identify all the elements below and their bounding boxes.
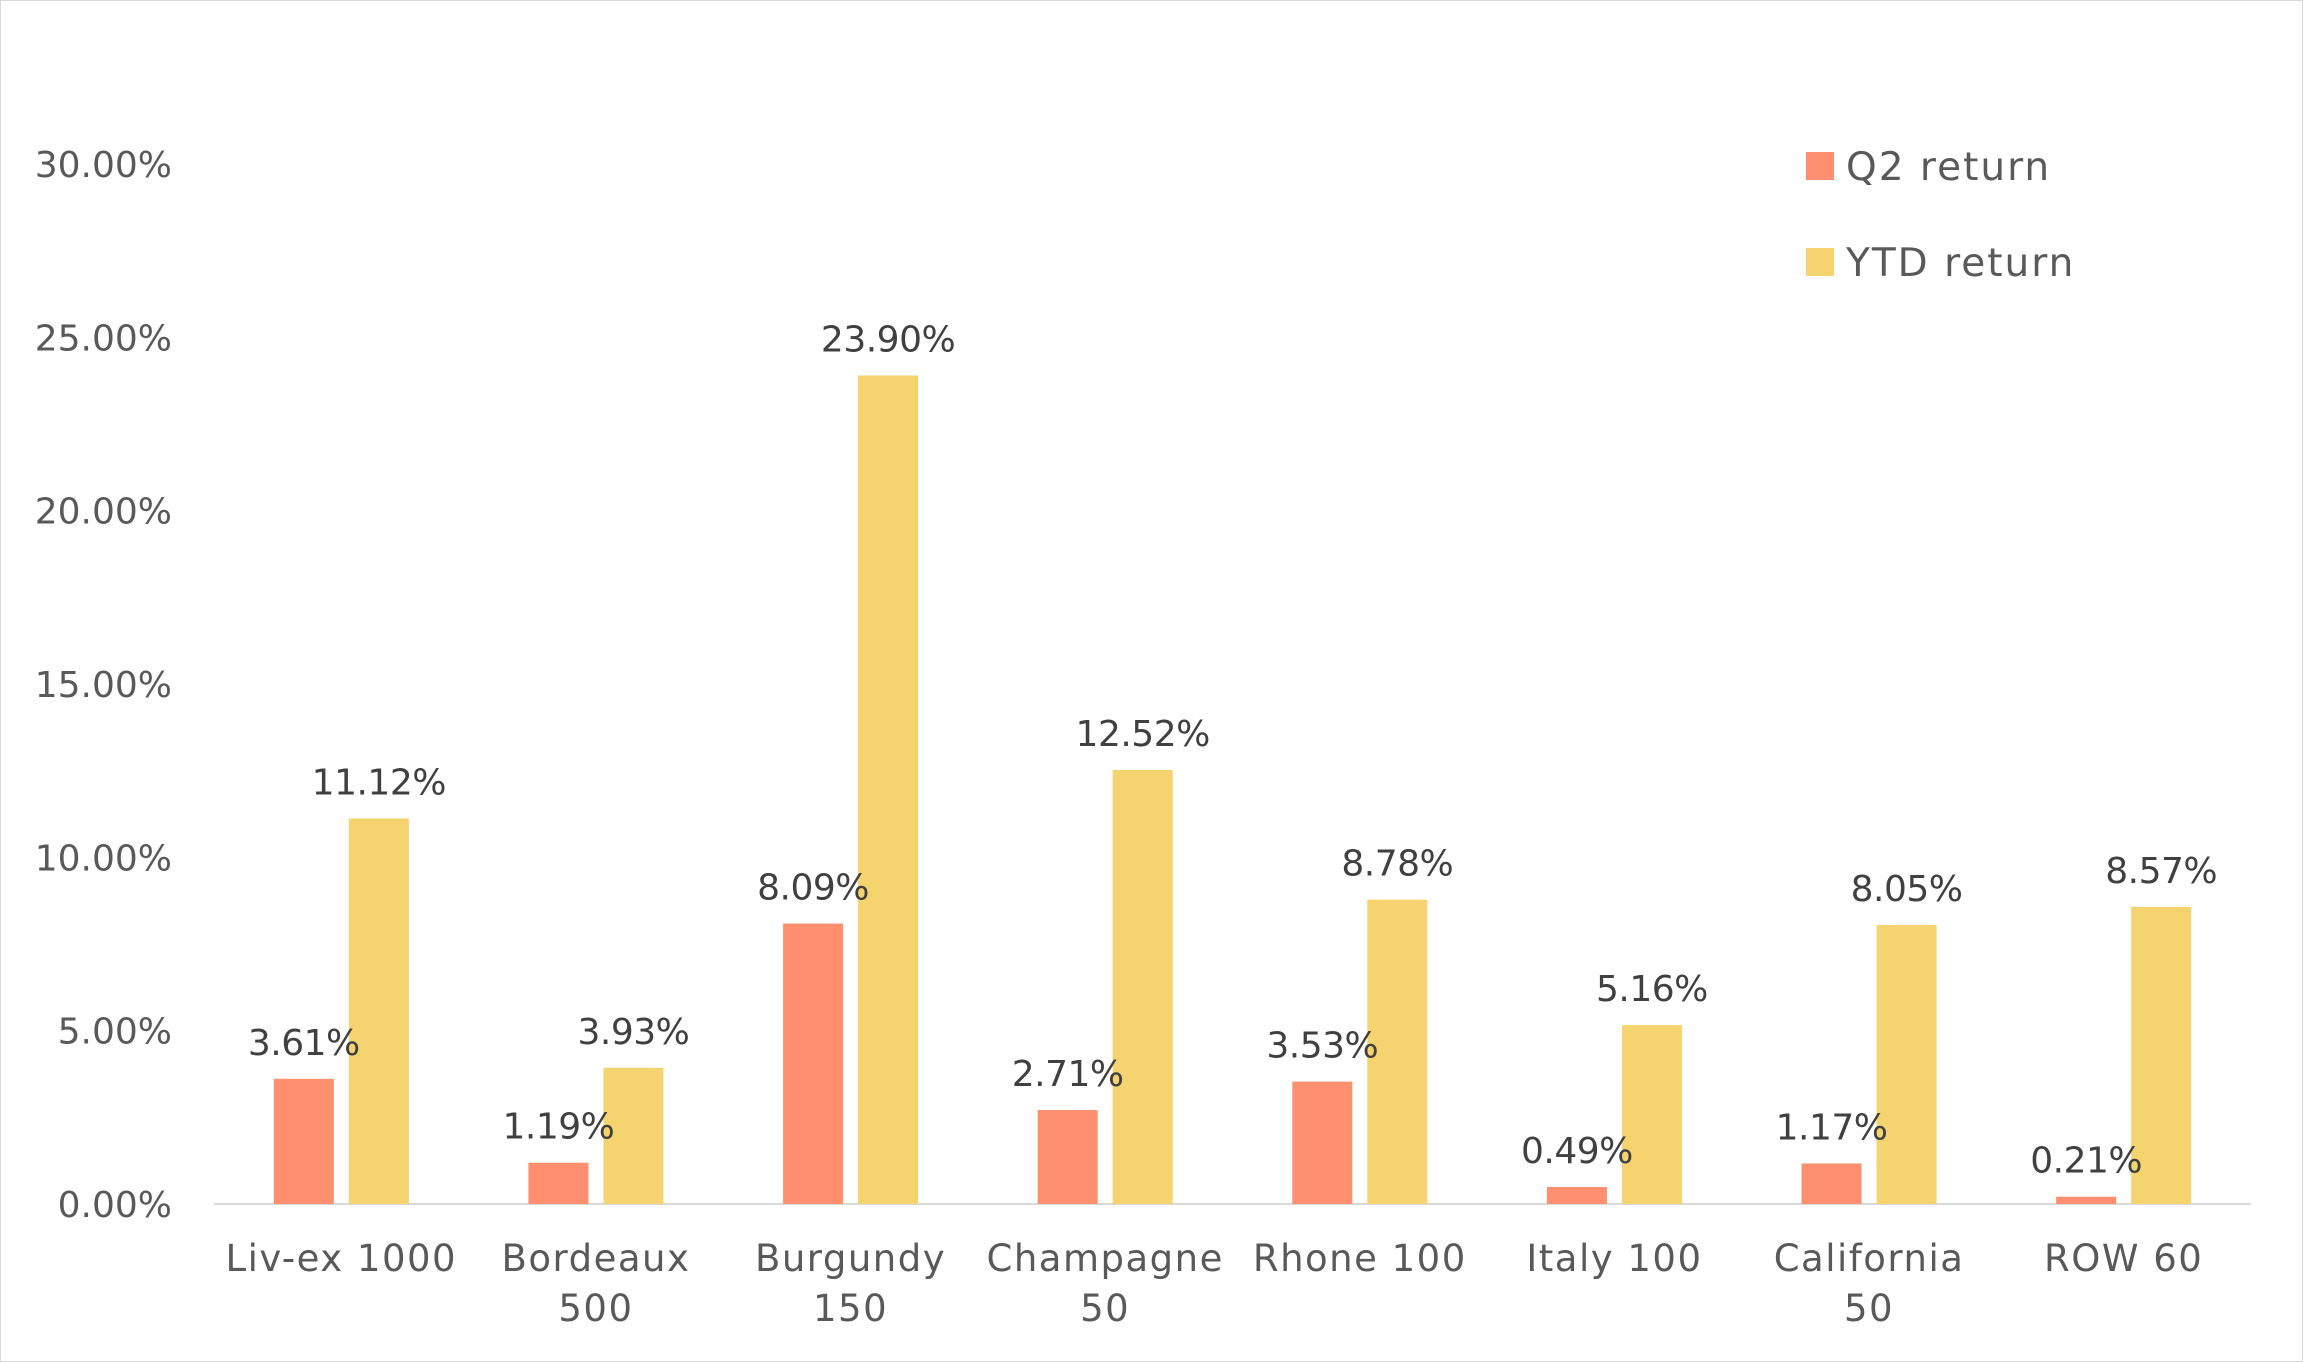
data-label-q2: 3.53%: [1266, 1026, 1378, 1067]
x-category-label: Italy 100: [1526, 1237, 1702, 1280]
bar-ytd: [603, 1067, 664, 1204]
legend-swatch-q2-return: [1806, 152, 1834, 180]
bar-ytd: [348, 818, 409, 1204]
legend-label-q2-return: Q2 return: [1846, 145, 2051, 190]
data-label-q2: 8.09%: [757, 868, 869, 909]
data-label-q2: 0.21%: [2030, 1141, 2142, 1182]
data-label-ytd: 8.05%: [1851, 869, 1963, 910]
x-category-label: Rhone 100: [1253, 1237, 1467, 1280]
y-axis: 0.00% 5.00% 10.00% 15.00% 20.00% 25.00% 30.00%: [35, 145, 172, 1226]
y-tick-label: 25.00%: [35, 318, 172, 359]
bar-q2: [1292, 1081, 1353, 1204]
bar-q2: [2056, 1196, 2117, 1204]
bar-q2: [1801, 1163, 1862, 1204]
data-label-ytd: 3.93%: [578, 1012, 690, 1053]
bars: [273, 375, 2192, 1204]
data-label-q2: 0.49%: [1521, 1131, 1633, 1172]
bar-q2: [783, 923, 844, 1204]
data-label-ytd: 11.12%: [312, 763, 446, 804]
bar-ytd: [1621, 1025, 1682, 1204]
data-label-ytd: 12.52%: [1076, 714, 1210, 755]
legend-swatch-ytd-return: [1806, 248, 1834, 276]
bar-q2: [1037, 1110, 1098, 1204]
x-axis: Liv-ex 1000 Bordeaux 500 Burgundy 150 Champag…: [226, 1237, 2203, 1330]
x-category-label: Burgundy 150: [755, 1237, 946, 1330]
bar-ytd: [1367, 899, 1428, 1204]
y-tick-label: 30.00%: [35, 145, 172, 186]
y-tick-label: 20.00%: [35, 492, 172, 533]
data-label-q2: 2.71%: [1012, 1054, 1124, 1095]
y-tick-label: 10.00%: [35, 838, 172, 879]
data-label-ytd: 23.90%: [821, 319, 955, 360]
bar-q2: [1546, 1187, 1607, 1204]
x-category-label: Champagne 50: [987, 1237, 1224, 1330]
bar-q2: [528, 1162, 589, 1204]
legend-item-ytd: YTD return: [1806, 241, 2075, 286]
legend: Q2 return YTD return: [1806, 145, 2075, 286]
x-category-label: Bordeaux 500: [502, 1237, 691, 1330]
data-label-q2: 1.17%: [1776, 1107, 1888, 1148]
legend-item-q2: Q2 return: [1806, 145, 2051, 190]
data-labels: 3.61% 11.12% 1.19% 3.93% 8.09% 23.90% 2.71% 12.…: [248, 319, 2218, 1182]
x-category-label: ROW 60: [2044, 1237, 2203, 1280]
y-tick-label: 0.00%: [58, 1185, 172, 1226]
bar-ytd: [858, 375, 919, 1204]
x-category-label: California 50: [1774, 1237, 1965, 1330]
data-label-ytd: 5.16%: [1596, 969, 1708, 1010]
bar-ytd: [1112, 769, 1173, 1204]
data-label-q2: 3.61%: [248, 1023, 360, 1064]
legend-label-ytd-return: YTD return: [1845, 241, 2075, 286]
bar-ytd: [1876, 924, 1937, 1204]
bar-q2: [273, 1078, 334, 1204]
bar-ytd: [2131, 906, 2192, 1204]
x-category-label: Liv-ex 1000: [226, 1237, 458, 1280]
data-label-ytd: 8.57%: [2105, 851, 2217, 892]
y-tick-label: 5.00%: [58, 1012, 172, 1053]
y-tick-label: 15.00%: [35, 665, 172, 706]
data-label-ytd: 8.78%: [1341, 844, 1453, 885]
data-label-q2: 1.19%: [503, 1107, 615, 1148]
